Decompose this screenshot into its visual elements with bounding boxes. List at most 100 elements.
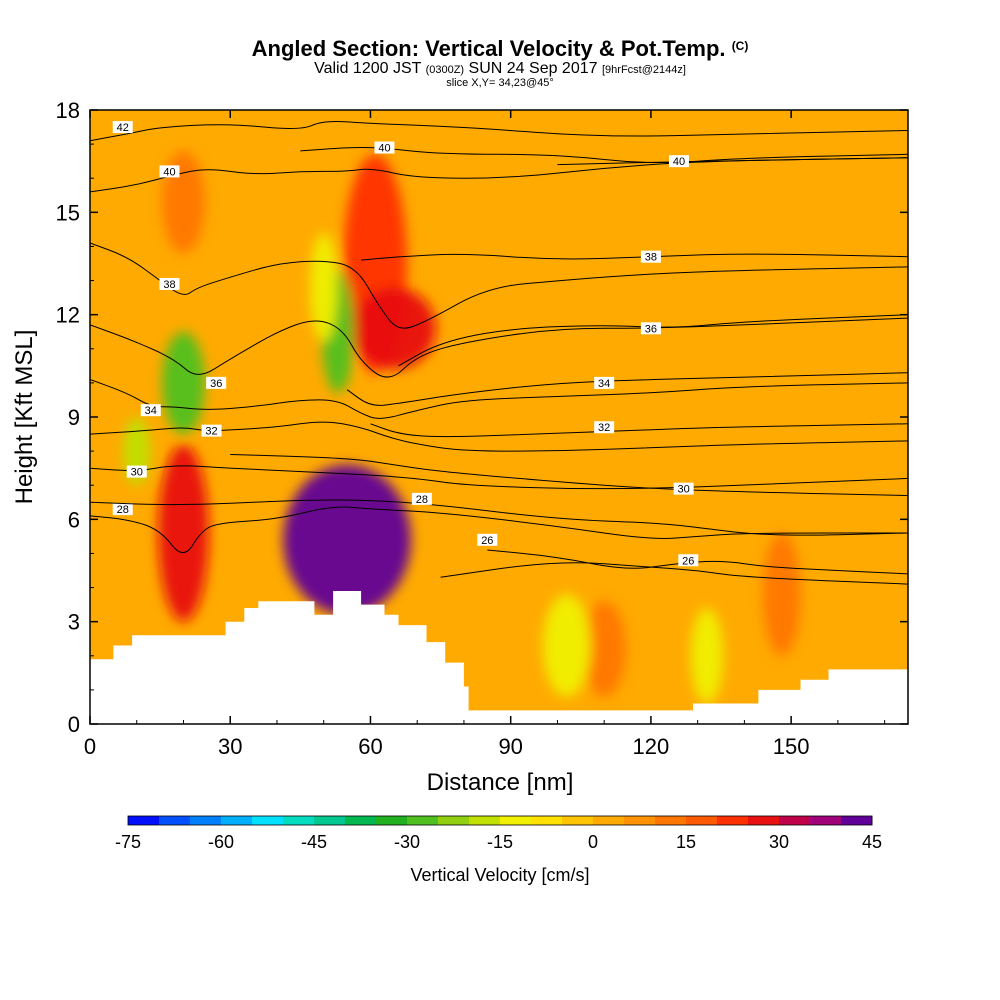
- contour-label-bg: [411, 492, 432, 505]
- contour-label: 42: [117, 122, 129, 134]
- colorbar-swatch: [500, 816, 532, 825]
- contour-label: 34: [145, 405, 157, 417]
- contour-label: 36: [210, 378, 222, 390]
- contour-label-bg: [126, 465, 147, 478]
- colorbar-swatch: [748, 816, 780, 825]
- colorbar-swatch: [562, 816, 594, 825]
- contour-label-bg: [374, 141, 395, 154]
- subtitle-valid: Valid 1200 JST: [314, 60, 422, 77]
- contour-label-bg: [201, 424, 222, 437]
- contour-label-bg: [112, 121, 133, 134]
- colorbar-swatch: [624, 816, 656, 825]
- slice-info: slice X,Y= 34,23@45°: [446, 77, 554, 89]
- y-tick-label: 0: [68, 712, 80, 737]
- contour-label-bg: [594, 376, 615, 389]
- subtitle-zulu: (0300Z): [425, 64, 465, 76]
- x-tick-label: 120: [633, 734, 670, 759]
- colorbar-tick-label: -60: [208, 832, 234, 852]
- theta-contour: [398, 314, 908, 367]
- theta-contour: [90, 317, 908, 378]
- x-tick-label: 60: [358, 734, 382, 759]
- theta-contour: [90, 506, 908, 554]
- contour-label-bg: [594, 421, 615, 434]
- colorbar-swatch: [438, 816, 470, 825]
- contour-label: 32: [205, 426, 217, 438]
- colorbar: -75 -60 -45 -30 -15 0 15 30 45: [115, 815, 882, 852]
- theta-contour: [346, 372, 908, 406]
- velocity-field: [123, 150, 801, 704]
- y-tick-label: 12: [56, 303, 80, 328]
- colorbar-tick-label: 45: [862, 832, 882, 852]
- theta-contour: [90, 120, 908, 142]
- contour-label-bg: [640, 250, 661, 263]
- colorbar-swatch: [283, 816, 315, 825]
- colorbar-swatch: [221, 816, 253, 825]
- colorbar-tick-label: -30: [394, 832, 420, 852]
- x-tick-label: 0: [84, 734, 96, 759]
- downdraft-blob: [690, 608, 724, 704]
- updraft-blob: [762, 532, 801, 656]
- contour-label-bg: [477, 533, 498, 546]
- theta-contour: [440, 562, 908, 585]
- y-tick-label: 15: [56, 200, 80, 225]
- colorbar-tick-label: 15: [676, 832, 696, 852]
- downdraft-blob: [310, 232, 338, 342]
- contour-label-bg: [112, 503, 133, 516]
- colorbar-swatch: [345, 816, 377, 825]
- theta-contour: [361, 253, 908, 261]
- downdraft-blob: [542, 594, 591, 697]
- contour-label-bg: [206, 376, 227, 389]
- colorbar-swatch: [469, 816, 501, 825]
- theta-contour: [557, 157, 908, 166]
- colorbar-swatch: [841, 816, 873, 825]
- colorbar-swatch: [314, 816, 346, 825]
- contour-label-bg: [673, 482, 694, 495]
- updraft-blob: [283, 464, 411, 615]
- colorbar-swatch: [407, 816, 439, 825]
- colorbar-swatch: [252, 816, 284, 825]
- contour-label: 30: [131, 467, 143, 479]
- theta-contour: [370, 423, 908, 438]
- y-tick-label: 18: [56, 98, 80, 123]
- colorbar-swatch: [686, 816, 718, 825]
- terrain: [90, 591, 908, 724]
- colorbar-swatch: [655, 816, 687, 825]
- contour-label: 26: [481, 535, 493, 547]
- colorbar-swatch: [531, 816, 563, 825]
- colorbar-swatch: [128, 816, 160, 825]
- y-tick-label: 6: [68, 507, 80, 532]
- updraft-blob: [582, 601, 626, 697]
- contour-label: 38: [645, 252, 657, 264]
- colorbar-swatch: [376, 816, 408, 825]
- contour-label: 30: [678, 484, 690, 496]
- theta-contour: [90, 421, 908, 452]
- y-tick-label: 9: [68, 405, 80, 430]
- colorbar-tick-label: 30: [769, 832, 789, 852]
- theta-contour: [90, 157, 908, 193]
- colorbar-tick-label: 0: [588, 832, 598, 852]
- chart-title-main: Angled Section: Vertical Velocity & Pot.…: [251, 36, 726, 61]
- contour-label-bg: [668, 155, 689, 168]
- colorbar-frame: [127, 815, 873, 826]
- colorbar-swatch: [779, 816, 811, 825]
- contour-label-bg: [640, 322, 661, 335]
- y-tick-label: 3: [68, 610, 80, 635]
- colorbar-tick-label: -15: [487, 832, 513, 852]
- contour-label: 40: [378, 143, 390, 155]
- colorbar-swatch: [190, 816, 222, 825]
- contour-label-bg: [159, 165, 180, 178]
- contour-label: 32: [598, 422, 610, 434]
- colorbar-swatch: [810, 816, 842, 825]
- y-axis-label: Height [Kft MSL]: [11, 330, 38, 505]
- theta-contour: [487, 549, 908, 575]
- colorbar-swatch: [593, 816, 625, 825]
- contour-label: 40: [673, 156, 685, 168]
- x-axis: 0 30 60 90 120 150: [84, 110, 886, 759]
- colorbar-label: Vertical Velocity [cm/s]: [410, 865, 589, 885]
- colorbar-swatch: [717, 816, 749, 825]
- theta-contour: [90, 465, 908, 490]
- x-axis-label: Distance [nm]: [427, 769, 574, 796]
- colorbar-swatch: [159, 816, 191, 825]
